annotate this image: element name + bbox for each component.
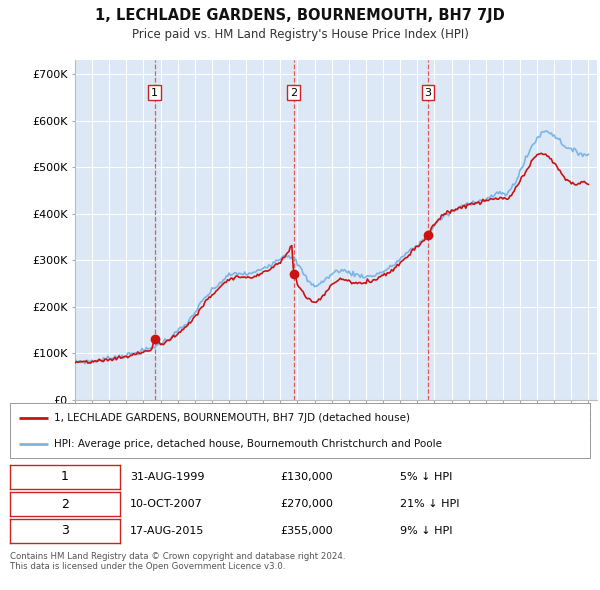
Text: HPI: Average price, detached house, Bournemouth Christchurch and Poole: HPI: Average price, detached house, Bour… bbox=[53, 439, 442, 449]
Text: Contains HM Land Registry data © Crown copyright and database right 2024.
This d: Contains HM Land Registry data © Crown c… bbox=[10, 552, 346, 571]
Text: 3: 3 bbox=[61, 525, 69, 537]
Text: 3: 3 bbox=[425, 87, 431, 97]
Text: £270,000: £270,000 bbox=[280, 499, 333, 509]
Text: 1: 1 bbox=[151, 87, 158, 97]
Text: £130,000: £130,000 bbox=[280, 472, 332, 482]
Text: 1, LECHLADE GARDENS, BOURNEMOUTH, BH7 7JD: 1, LECHLADE GARDENS, BOURNEMOUTH, BH7 7J… bbox=[95, 8, 505, 23]
Text: 31-AUG-1999: 31-AUG-1999 bbox=[130, 472, 205, 482]
Text: 10-OCT-2007: 10-OCT-2007 bbox=[130, 499, 203, 509]
Text: 2: 2 bbox=[61, 497, 69, 510]
Text: 5% ↓ HPI: 5% ↓ HPI bbox=[400, 472, 452, 482]
Text: 21% ↓ HPI: 21% ↓ HPI bbox=[400, 499, 460, 509]
Text: Price paid vs. HM Land Registry's House Price Index (HPI): Price paid vs. HM Land Registry's House … bbox=[131, 28, 469, 41]
Text: 1: 1 bbox=[61, 470, 69, 483]
Text: 2: 2 bbox=[290, 87, 297, 97]
Text: 17-AUG-2015: 17-AUG-2015 bbox=[130, 526, 205, 536]
Text: 9% ↓ HPI: 9% ↓ HPI bbox=[400, 526, 452, 536]
Text: £355,000: £355,000 bbox=[280, 526, 332, 536]
Text: 1, LECHLADE GARDENS, BOURNEMOUTH, BH7 7JD (detached house): 1, LECHLADE GARDENS, BOURNEMOUTH, BH7 7J… bbox=[53, 414, 409, 424]
